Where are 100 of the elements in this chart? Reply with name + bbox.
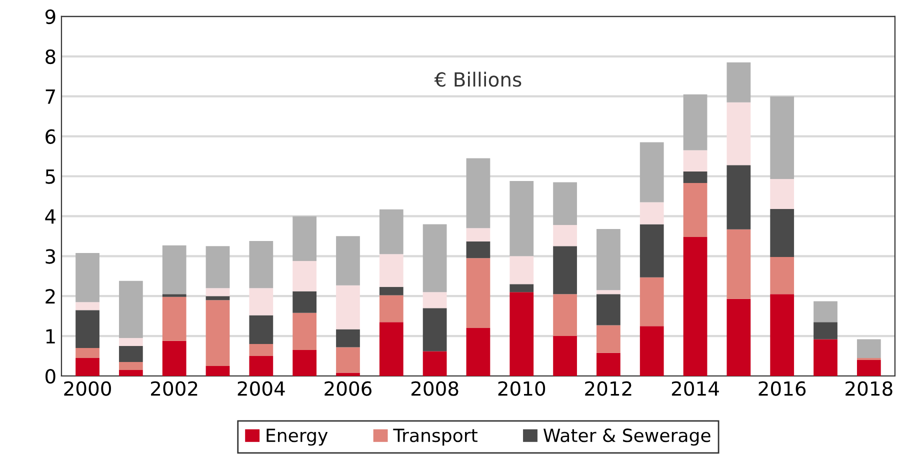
bar xyxy=(726,165,751,230)
x-tick-label: 2002 xyxy=(151,381,198,396)
bar xyxy=(640,326,664,376)
bar xyxy=(206,288,230,296)
bar xyxy=(510,284,534,292)
bar xyxy=(726,102,751,166)
bar xyxy=(162,296,186,341)
bar xyxy=(726,62,751,102)
bar xyxy=(249,240,274,288)
bar xyxy=(814,322,838,340)
x-tick-label: 2010 xyxy=(498,381,546,396)
bar xyxy=(249,344,274,356)
bar xyxy=(596,325,620,353)
bar xyxy=(76,310,100,348)
bar xyxy=(510,292,534,376)
bar xyxy=(640,142,664,202)
bar xyxy=(249,288,274,316)
bar xyxy=(76,348,100,358)
bar xyxy=(510,256,534,284)
bar xyxy=(162,245,186,294)
bar xyxy=(596,228,620,290)
bar xyxy=(553,246,577,294)
annotation: € Billions xyxy=(434,72,522,87)
y-tick-label: 1 xyxy=(46,329,55,344)
y-tick-label: 2 xyxy=(46,289,55,304)
x-tick-label: 2006 xyxy=(324,381,372,396)
bar xyxy=(336,347,360,373)
bar xyxy=(118,370,143,376)
bar xyxy=(553,224,577,246)
bar xyxy=(76,302,100,310)
x-tick-label: 2000 xyxy=(64,381,111,396)
bar xyxy=(770,256,794,294)
bar xyxy=(162,294,186,297)
x-tick-label: 2018 xyxy=(846,381,892,396)
bar xyxy=(292,260,317,292)
bar xyxy=(553,182,577,225)
bar xyxy=(206,296,230,300)
bar xyxy=(379,254,404,287)
x-tick-label: 2008 xyxy=(411,381,458,396)
bar xyxy=(118,346,143,362)
legend-label: Water & Sewerage xyxy=(543,428,710,446)
bar xyxy=(770,179,794,210)
bar xyxy=(683,94,708,150)
bar xyxy=(118,362,143,370)
bar xyxy=(814,301,838,322)
legend-label: Energy xyxy=(266,428,328,446)
bar xyxy=(76,358,100,376)
bar xyxy=(726,298,751,376)
y-tick-label: 5 xyxy=(46,169,55,184)
bar xyxy=(422,292,447,308)
y-tick-label: 6 xyxy=(46,129,56,144)
y-tick-label: 0 xyxy=(46,368,56,384)
bar xyxy=(856,339,881,358)
x-tick-label: 2014 xyxy=(672,381,719,396)
y-tick-label: 3 xyxy=(46,249,56,264)
bar xyxy=(118,280,143,338)
bar xyxy=(292,216,317,261)
legend-label: Transport xyxy=(393,428,478,446)
bar xyxy=(856,360,881,376)
bar xyxy=(683,171,708,184)
bar xyxy=(466,258,490,328)
bar xyxy=(814,339,838,376)
bar xyxy=(683,150,708,172)
bar xyxy=(162,340,186,376)
bar xyxy=(422,351,447,376)
bar xyxy=(466,328,490,376)
y-tick-label: 8 xyxy=(46,49,56,64)
bar xyxy=(292,312,317,350)
bar xyxy=(206,246,230,288)
bar xyxy=(640,224,664,278)
bar xyxy=(770,209,794,257)
bar xyxy=(683,183,708,237)
bar xyxy=(249,315,274,344)
bar xyxy=(510,181,534,256)
bar xyxy=(553,336,577,376)
bar xyxy=(640,277,664,326)
bar xyxy=(336,236,360,286)
bar xyxy=(76,252,100,302)
bar xyxy=(422,308,447,352)
bar xyxy=(292,291,317,313)
bar xyxy=(206,366,230,376)
bar xyxy=(336,372,360,376)
bar xyxy=(466,228,490,242)
bar xyxy=(118,338,143,346)
bar xyxy=(336,329,360,348)
bar xyxy=(770,294,794,376)
bar xyxy=(336,285,360,330)
bar xyxy=(640,202,664,224)
x-tick-label: 2016 xyxy=(758,381,806,396)
bar xyxy=(596,294,620,326)
bar xyxy=(422,224,447,292)
bar xyxy=(466,158,490,228)
bar xyxy=(466,241,490,258)
y-tick-label: 4 xyxy=(45,209,56,224)
bar xyxy=(683,236,708,376)
bar xyxy=(379,209,404,254)
x-tick-label: 2012 xyxy=(585,381,632,396)
bar xyxy=(379,286,404,296)
x-tick-label: 2004 xyxy=(238,381,285,396)
bar xyxy=(206,300,230,366)
